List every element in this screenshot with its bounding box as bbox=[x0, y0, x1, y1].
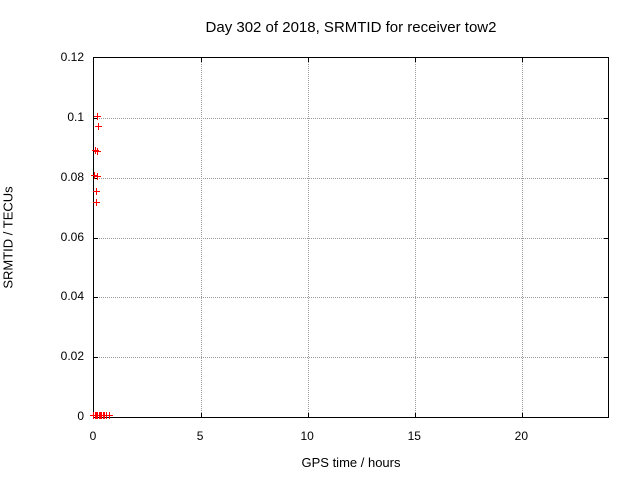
y-tick-label: 0.06 bbox=[60, 229, 84, 244]
y-tick-label: 0.1 bbox=[67, 109, 84, 124]
x-tick-label: 20 bbox=[514, 429, 528, 443]
y-tick-mark bbox=[94, 177, 98, 179]
data-point-marker bbox=[92, 188, 100, 196]
gridline-horizontal bbox=[94, 177, 608, 179]
y-tick-mark bbox=[94, 237, 98, 239]
data-point-marker bbox=[93, 173, 101, 181]
x-tick-label: 15 bbox=[407, 429, 421, 443]
gridline-horizontal bbox=[94, 357, 608, 359]
x-tick-mark bbox=[201, 58, 203, 62]
data-point-marker bbox=[94, 123, 102, 131]
y-tick-label: 0 bbox=[77, 409, 84, 423]
x-axis-label: GPS time / hours bbox=[301, 455, 401, 470]
x-tick-mark bbox=[522, 413, 524, 417]
y-tick-mark bbox=[604, 297, 608, 299]
gridline-horizontal bbox=[94, 117, 608, 119]
data-point-marker bbox=[105, 412, 113, 420]
x-tick-mark bbox=[308, 413, 310, 417]
data-point-marker bbox=[94, 113, 102, 121]
y-tick-label: 0.08 bbox=[60, 169, 84, 184]
plot-area bbox=[90, 57, 609, 420]
x-tick-label: 10 bbox=[300, 429, 314, 443]
x-tick-mark bbox=[522, 58, 524, 62]
y-tick-mark bbox=[604, 237, 608, 239]
x-tick-label: 0 bbox=[89, 429, 97, 443]
gridline-horizontal bbox=[94, 297, 608, 299]
y-tick-label: 0.02 bbox=[60, 349, 84, 364]
x-tick-mark bbox=[308, 58, 310, 62]
y-tick-mark bbox=[94, 297, 98, 299]
y-tick-label: 0.04 bbox=[60, 289, 84, 304]
y-tick-mark bbox=[604, 117, 608, 119]
x-tick-mark bbox=[201, 413, 203, 417]
y-tick-mark bbox=[94, 357, 98, 359]
x-tick-mark bbox=[415, 58, 417, 62]
y-tick-mark bbox=[604, 357, 608, 359]
chart-title: Day 302 of 2018, SRMTID for receiver tow… bbox=[205, 19, 497, 36]
y-tick-mark bbox=[604, 177, 608, 179]
gridline-horizontal bbox=[94, 237, 608, 239]
data-point-marker bbox=[91, 172, 99, 180]
x-tick-label: 5 bbox=[196, 429, 204, 443]
data-point-marker bbox=[94, 147, 102, 155]
data-point-marker bbox=[92, 198, 100, 206]
y-tick-label: 0.12 bbox=[60, 50, 84, 64]
y-tick-mark bbox=[94, 117, 98, 119]
x-tick-mark bbox=[415, 413, 417, 417]
